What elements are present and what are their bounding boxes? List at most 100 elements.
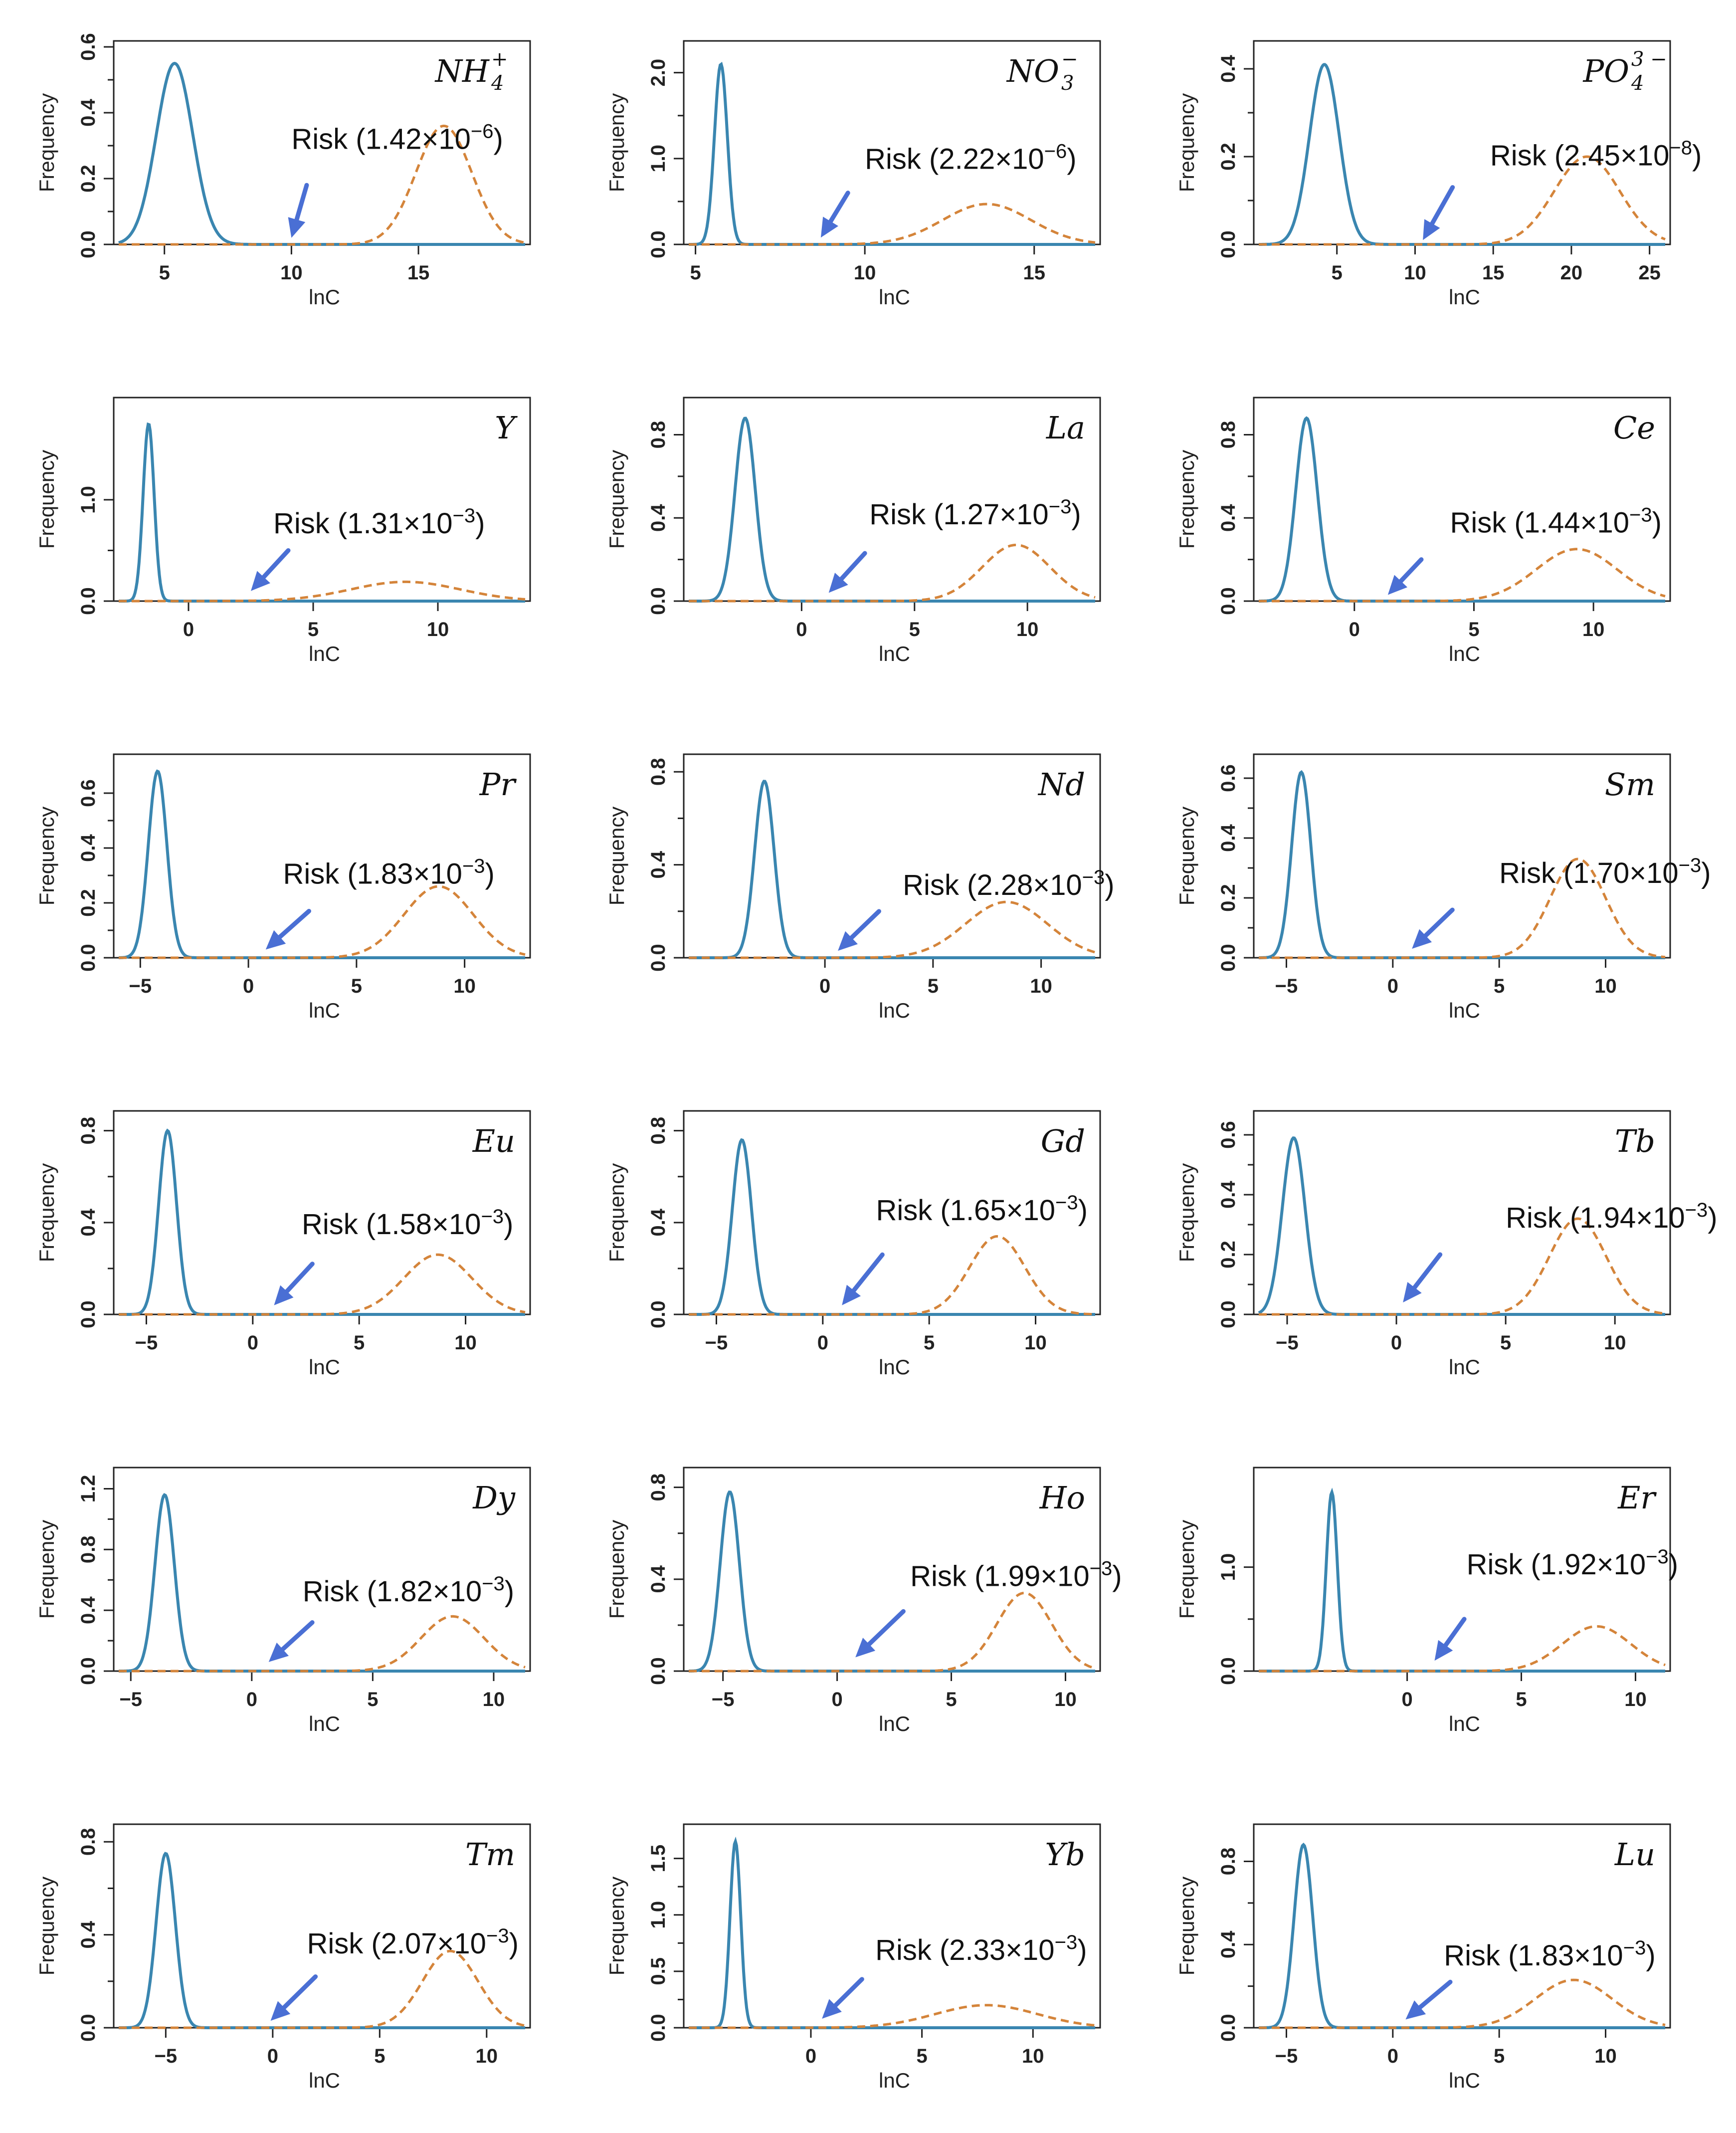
exposure-curve bbox=[119, 1852, 525, 2029]
species-label: Nd bbox=[1037, 766, 1085, 803]
y-axis-title: Frequency bbox=[35, 1520, 58, 1619]
y-tick-label: 1.0 bbox=[647, 1901, 669, 1929]
y-tick-label: 0.8 bbox=[77, 1536, 99, 1564]
species-label: La bbox=[1046, 410, 1085, 446]
toxicity-curve bbox=[119, 1949, 526, 2029]
y-axis-title: Frequency bbox=[605, 1163, 628, 1262]
y-axis-title: Frequency bbox=[35, 1163, 58, 1262]
y-axis-title: Frequency bbox=[605, 93, 628, 192]
species-label: Ce bbox=[1613, 410, 1655, 446]
x-tick-label: −5 bbox=[119, 1689, 142, 1710]
risk-label: Risk (2.45×10−8) bbox=[1490, 137, 1702, 172]
x-tick-label: 10 bbox=[1022, 2045, 1044, 2067]
x-tick-label: 0 bbox=[247, 1332, 258, 1354]
toxicity-curve bbox=[119, 124, 526, 246]
exposure-curve bbox=[1259, 1488, 1665, 1673]
y-tick-label: 0.0 bbox=[77, 1300, 99, 1328]
x-tick-label: 5 bbox=[924, 1332, 935, 1354]
species-subscript: 4 bbox=[491, 72, 504, 95]
toxicity-curve bbox=[689, 544, 1096, 603]
x-tick-label: 0 bbox=[819, 975, 830, 997]
risk-arrow-head bbox=[838, 931, 858, 951]
y-tick-label: 0.4 bbox=[77, 98, 99, 126]
y-tick-label: 1.0 bbox=[647, 145, 669, 173]
y-tick-label: 0.4 bbox=[647, 1565, 669, 1593]
y-tick-label: 0.4 bbox=[77, 1920, 99, 1948]
exposure-curve bbox=[1258, 1136, 1665, 1316]
risk-arrow-shaft bbox=[833, 1977, 864, 2008]
risk-arrow-shaft bbox=[277, 909, 311, 939]
y-tick-label: 0.8 bbox=[647, 758, 669, 786]
y-tick-label: 0.0 bbox=[1217, 587, 1239, 615]
x-tick-label: 10 bbox=[483, 1689, 505, 1710]
x-tick-label: −5 bbox=[1276, 1332, 1299, 1354]
x-axis-title: lnC bbox=[879, 642, 910, 665]
x-tick-label: 0 bbox=[796, 619, 807, 640]
y-tick-label: 0.0 bbox=[647, 2014, 669, 2042]
risk-arrow-head bbox=[1423, 219, 1440, 240]
x-tick-label: 10 bbox=[1594, 2045, 1617, 2067]
x-tick-label: 15 bbox=[1482, 262, 1505, 284]
x-axis-title: lnC bbox=[1449, 1355, 1480, 1379]
x-tick-label: 5 bbox=[1468, 619, 1479, 640]
risk-arrow-shaft bbox=[1423, 907, 1455, 938]
x-tick-label: 25 bbox=[1638, 262, 1661, 284]
x-tick-label: −5 bbox=[129, 975, 152, 997]
y-tick-label: 0.0 bbox=[1217, 1657, 1239, 1685]
risk-label: Risk (2.28×10−3) bbox=[903, 866, 1114, 901]
risk-label: Risk (1.92×10−3) bbox=[1467, 1546, 1678, 1581]
risk-arrow-shaft bbox=[839, 551, 867, 581]
exposure-curve bbox=[688, 1491, 1095, 1673]
risk-arrow-head bbox=[1434, 1640, 1453, 1661]
x-axis-title: lnC bbox=[309, 1712, 340, 1735]
species-subscript: 3 bbox=[1061, 72, 1074, 95]
y-tick-label: 0.8 bbox=[1217, 421, 1239, 449]
x-tick-label: 10 bbox=[1404, 262, 1426, 284]
y-tick-label: 0.5 bbox=[647, 1957, 669, 1985]
y-axis-title: Frequency bbox=[605, 450, 628, 549]
risk-label: Risk (2.07×10−3) bbox=[307, 1925, 518, 1960]
risk-arrow-shaft bbox=[1412, 1252, 1443, 1290]
panel-nh: 5 10 15 0.0 0.2 0.4 0.6 lnC Frequency NH 4+ Risk (1… bbox=[35, 33, 531, 309]
risk-arrow-head bbox=[1412, 929, 1432, 949]
y-tick-label: 0.0 bbox=[1217, 944, 1239, 972]
species-label: NH bbox=[434, 53, 490, 89]
species-label: Gd bbox=[1041, 1123, 1085, 1159]
y-tick-label: 0.8 bbox=[647, 1117, 669, 1145]
x-axis-title: lnC bbox=[309, 2069, 340, 2092]
y-tick-label: 0.6 bbox=[77, 33, 99, 61]
plot-frame bbox=[1253, 1823, 1671, 2029]
species-label: Yb bbox=[1045, 1836, 1085, 1873]
risk-arrow-head bbox=[251, 571, 271, 591]
x-tick-label: 5 bbox=[1494, 975, 1505, 997]
toxicity-curve bbox=[1259, 1217, 1666, 1316]
y-tick-label: 0.0 bbox=[647, 587, 669, 615]
species-superscript: − bbox=[1061, 48, 1078, 71]
risk-label: Risk (1.27×10−3) bbox=[869, 496, 1081, 531]
risk-label: Risk (1.31×10−3) bbox=[273, 505, 485, 540]
x-axis-title: lnC bbox=[879, 2069, 910, 2092]
x-axis-title: lnC bbox=[1449, 642, 1480, 665]
risk-arrow-shaft bbox=[294, 183, 309, 222]
y-tick-label: 0.4 bbox=[1217, 504, 1239, 532]
x-tick-label: 5 bbox=[308, 619, 319, 640]
x-tick-label: 5 bbox=[1332, 262, 1343, 284]
x-axis-title: lnC bbox=[309, 999, 340, 1022]
x-axis-title: lnC bbox=[1449, 2069, 1480, 2092]
x-tick-label: 0 bbox=[1387, 2045, 1398, 2067]
risk-arrow-shaft bbox=[828, 191, 850, 224]
panel-no: 5 10 15 0.0 1.0 2.0 lnC Frequency NO 3− Risk (2.22… bbox=[605, 40, 1101, 309]
panel-la: 0 5 10 0.0 0.4 0.8 lnC Frequency La Risk (1.27×10… bbox=[605, 397, 1101, 665]
x-tick-label: 0 bbox=[1401, 1689, 1412, 1710]
x-tick-label: 5 bbox=[1494, 2045, 1505, 2067]
x-axis-title: lnC bbox=[879, 1712, 910, 1735]
panel-yb: 0 5 10 0.0 0.5 1.0 1.5 lnC Frequency Yb Risk (2.33… bbox=[605, 1823, 1101, 2092]
risk-label: Risk (1.83×10−3) bbox=[1444, 1937, 1655, 1972]
x-axis-title: lnC bbox=[1449, 285, 1480, 309]
x-tick-label: 5 bbox=[159, 262, 170, 284]
x-axis-title: lnC bbox=[1449, 1712, 1480, 1735]
x-tick-label: 5 bbox=[1500, 1332, 1511, 1354]
panel-tm: −5 0 5 10 0.0 0.4 0.8 lnC Frequency Tm Risk (2.07×… bbox=[35, 1823, 531, 2092]
risk-arrow-head bbox=[274, 1285, 294, 1305]
risk-arrow-shaft bbox=[280, 1620, 315, 1652]
